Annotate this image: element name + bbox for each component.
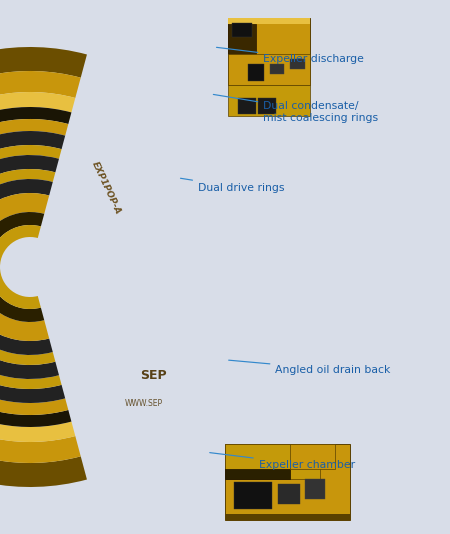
Polygon shape [278,484,300,504]
Polygon shape [228,18,310,85]
Text: EXP1POP-A: EXP1POP-A [90,160,122,216]
Polygon shape [232,23,252,37]
Polygon shape [290,444,335,469]
Polygon shape [228,54,310,85]
Wedge shape [0,119,68,415]
Polygon shape [234,482,272,509]
Text: Dual drive rings: Dual drive rings [180,178,284,193]
Wedge shape [0,131,65,403]
Polygon shape [225,469,290,479]
Wedge shape [0,107,72,427]
Polygon shape [258,98,276,114]
Wedge shape [0,179,53,355]
Wedge shape [0,92,75,442]
Polygon shape [225,514,350,520]
Wedge shape [0,212,44,322]
Polygon shape [238,98,256,114]
Polygon shape [225,444,320,479]
Text: Expeller discharge: Expeller discharge [216,48,364,64]
Polygon shape [228,85,310,116]
Text: Expeller chamber: Expeller chamber [210,453,355,469]
Polygon shape [270,64,284,74]
Wedge shape [0,169,55,365]
Polygon shape [228,18,310,24]
Polygon shape [225,444,350,520]
Polygon shape [305,479,325,499]
Wedge shape [0,193,49,341]
Text: Dual condensate/
mist coalescing rings: Dual condensate/ mist coalescing rings [213,95,378,123]
Wedge shape [0,71,81,463]
Wedge shape [0,145,62,389]
Wedge shape [0,47,87,487]
Polygon shape [248,64,264,81]
Polygon shape [228,24,256,54]
Text: SEP: SEP [140,369,166,382]
Text: WWW.SEP: WWW.SEP [125,399,163,408]
Text: Angled oil drain back: Angled oil drain back [229,360,391,374]
Wedge shape [0,225,41,309]
Polygon shape [290,59,305,69]
Wedge shape [0,155,59,379]
